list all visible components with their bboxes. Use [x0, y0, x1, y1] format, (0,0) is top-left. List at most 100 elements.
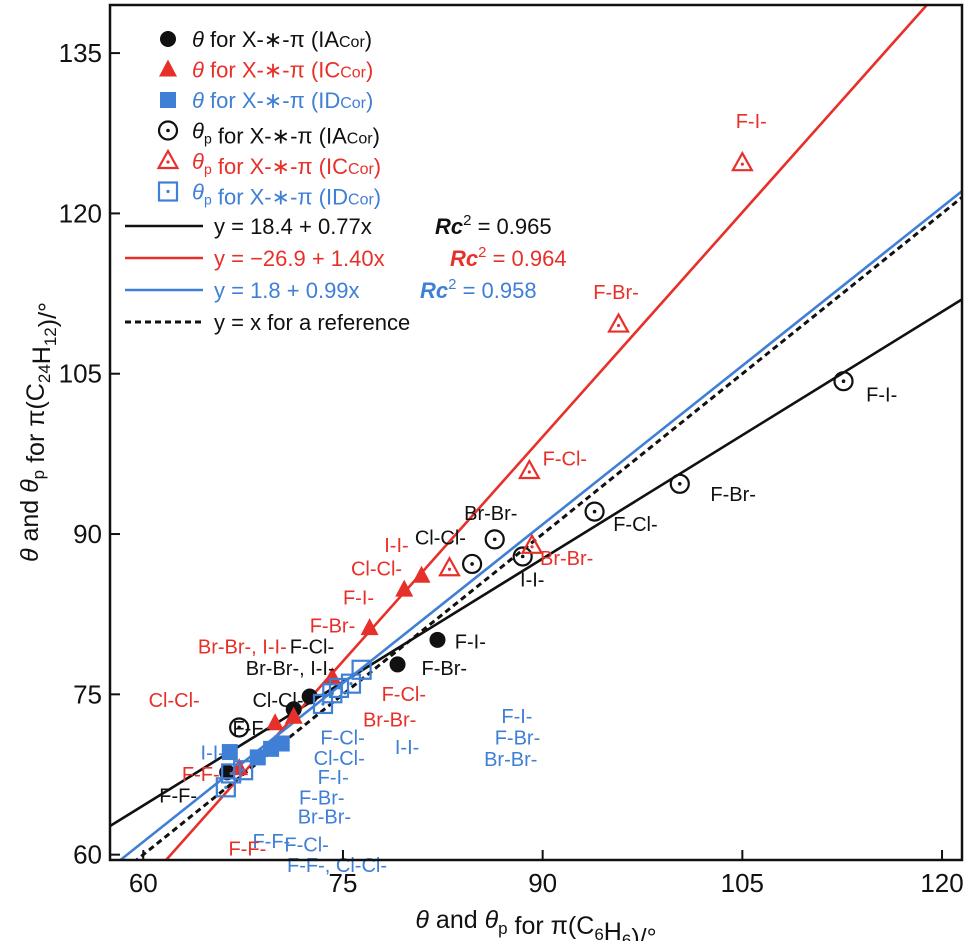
point-label-19: F-Cl- [382, 684, 426, 706]
legend-entry-2: θ for X-∗-π (IDCor) [192, 88, 373, 113]
legend-entry-1: θ for X-∗-π (ICCor) [192, 58, 373, 83]
legend-fit-r2-0: Rc2 = 0.965 [435, 212, 552, 239]
point-IA-thetap-5 [669, 473, 690, 494]
point-ID-thetap-6 [340, 673, 362, 694]
point-label-28: Br-Br- [484, 749, 537, 771]
point-ID-thetap-0 [215, 777, 236, 798]
point-IC-theta-2 [284, 706, 303, 724]
point-IA-thetap-6 [833, 371, 854, 392]
point-IC-theta-6 [412, 565, 431, 583]
legend-marker-4 [156, 148, 180, 170]
point-IA-theta-2 [301, 688, 318, 705]
point-label-21: Cl-Cl- [252, 690, 303, 712]
point-IA-thetap-2 [484, 529, 505, 550]
point-label-22: F-I- [501, 706, 532, 728]
point-IA-thetap-4 [584, 501, 605, 522]
point-IA-theta-4 [429, 631, 446, 648]
point-IC-theta-1 [266, 713, 285, 731]
point-label-17: F-Br- [422, 658, 468, 680]
point-ID-thetap-2 [233, 760, 254, 781]
point-label-16: F-Cl- [290, 637, 334, 659]
point-label-38: F-Cl- [284, 834, 328, 856]
point-label-9: Br-Br- [540, 548, 593, 570]
point-ID-thetap-1 [221, 763, 242, 784]
y-axis-title: θ and θp for π(C24H12)/° [16, 302, 62, 562]
point-label-7: Cl-Cl- [415, 528, 466, 550]
legend-entry-3: θp for X-∗-π (IACor) [192, 119, 380, 149]
point-ID-theta-3 [273, 735, 290, 752]
x-tick-label-3: 105 [721, 868, 764, 898]
point-label-6: F-Cl- [613, 514, 657, 536]
point-ID-theta-0 [221, 744, 238, 761]
x-tick-label-2: 90 [528, 868, 557, 898]
point-label-34: F-Br- [299, 787, 345, 809]
legend-fit-eq-1: y = −26.9 + 1.40x [214, 246, 385, 271]
point-label-32: F-I- [318, 767, 349, 789]
point-IC-thetap-2 [517, 458, 541, 480]
point-label-5: Br-Br- [464, 503, 517, 525]
point-label-4: F-Br- [710, 484, 756, 506]
legend: θ for X-∗-π (IACor) θ for X-∗-π (ICCor) θ … [125, 27, 567, 335]
point-IA-thetap-1 [462, 553, 483, 575]
point-label-31: F-F- [182, 764, 220, 786]
point-label-12: F-I- [343, 588, 374, 610]
point-label-25: F-F- [232, 718, 270, 740]
x-tick-label-1: 75 [329, 868, 358, 898]
point-IA-theta-3 [389, 656, 406, 673]
legend-fit-r2-1: Rc2 = 0.964 [450, 244, 567, 271]
y-tick-label-5: 135 [59, 38, 102, 68]
y-tick-label-0: 60 [73, 840, 102, 870]
point-IA-thetap-0 [229, 717, 250, 738]
point-IC-thetap-3 [607, 312, 630, 333]
point-label-36: F-F- [252, 831, 290, 853]
point-label-15: Br-Br-, I-I- [198, 637, 287, 659]
point-annotations: F-I-F-Br-F-I-F-Cl-F-Br-Br-Br- F-Cl-Cl-Cl-… [149, 111, 898, 877]
point-label-14: F-I- [455, 631, 486, 653]
point-ID-thetap-7 [351, 659, 372, 680]
point-label-30: Cl-Cl- [314, 748, 365, 770]
point-label-3: F-Cl- [543, 449, 587, 471]
point-label-8: I-I- [384, 535, 408, 557]
point-label-33: F-F- [159, 785, 197, 807]
point-label-13: F-Br- [310, 615, 356, 637]
y-tick-label-4: 120 [59, 198, 102, 228]
y-tick-label-3: 105 [59, 359, 102, 389]
x-axis-title: θ and θp for π(C6H6)/° [415, 906, 656, 941]
point-label-29: I-I- [201, 743, 225, 765]
point-label-35: Br-Br- [298, 807, 351, 829]
point-label-23: Br-Br- [363, 709, 416, 731]
legend-fit-eq-0: y = 18.4 + 0.77x [214, 214, 372, 239]
legend-entry-0: θ for X-∗-π (IACor) [192, 27, 372, 52]
point-label-10: Cl-Cl- [351, 559, 402, 581]
x-tick-label-0: 60 [129, 868, 158, 898]
point-label-11: I-I- [520, 569, 544, 591]
point-label-37: F-F- [228, 839, 266, 861]
plot-frame [108, 3, 964, 862]
point-label-18: Br-Br-, I-I- [246, 658, 335, 680]
legend-fit-r2-2: Rc2 = 0.958 [420, 276, 537, 303]
legend-fit-eq-3: y = x for a reference [214, 310, 410, 335]
point-IA-thetap-3 [512, 546, 533, 567]
point-IC-thetap-1 [520, 533, 544, 554]
point-label-26: F-Cl- [320, 728, 364, 750]
legend-fit-eq-2: y = 1.8 + 0.99x [214, 278, 360, 303]
point-IC-thetap-4 [730, 150, 754, 172]
data-points [215, 150, 854, 798]
point-IC-theta-4 [360, 618, 379, 636]
legend-marker-0 [160, 31, 176, 47]
point-IC-thetap-0 [438, 555, 461, 577]
legend-marker-2 [160, 92, 176, 108]
legend-entry-4: θp for X-∗-π (ICCor) [192, 149, 381, 179]
axis-ticks: 60 75 90 105 120 60 75 90 105 120 135 [59, 38, 964, 898]
point-label-0: F-I- [736, 111, 767, 133]
legend-marker-1 [159, 59, 177, 77]
legend-entry-5: θp for X-∗-π (IDCor) [192, 180, 381, 210]
point-ID-theta-1 [249, 749, 266, 766]
legend-marker-5 [157, 181, 179, 202]
legend-marker-3 [157, 120, 179, 141]
point-label-2: F-I- [866, 385, 897, 407]
point-ID-thetap-5 [328, 677, 350, 699]
y-tick-label-1: 75 [73, 679, 102, 709]
point-label-1: F-Br- [593, 282, 639, 304]
